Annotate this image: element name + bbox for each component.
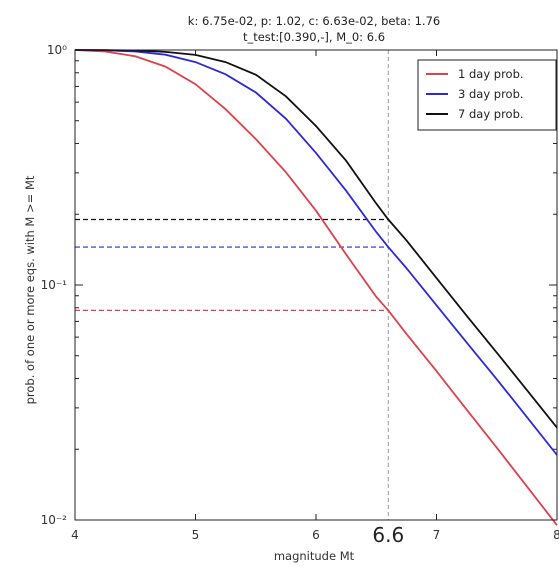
- legend: 1 day prob. 3 day prob. 7 day prob.: [417, 59, 557, 131]
- x-tick-label: 6: [312, 528, 320, 542]
- y-tick-label: 10⁰: [47, 43, 67, 57]
- series-line: [74, 49, 558, 526]
- y-tick-label: 10⁻²: [41, 513, 68, 527]
- y-tick-label: 10⁻¹: [41, 278, 68, 292]
- x-tick-label: 7: [433, 528, 441, 542]
- legend-label: 3 day prob.: [458, 87, 524, 101]
- x-tick-label: 4: [71, 528, 79, 542]
- series-line: [74, 49, 558, 429]
- x-tick-label: 8: [553, 528, 559, 542]
- series-line: [74, 49, 558, 456]
- chart-title-line-2: t_test:[0.390,-], M_0: 6.6: [243, 30, 385, 44]
- legend-label: 7 day prob.: [458, 107, 524, 121]
- marked-magnitude-label: 6.6: [372, 523, 404, 547]
- legend-label: 1 day prob.: [458, 67, 524, 81]
- chart-title-line-1: k: 6.75e-02, p: 1.02, c: 6.63e-02, beta:…: [188, 14, 440, 28]
- y-axis-label: prob. of one or more eqs. with M >= Mt: [23, 175, 37, 404]
- x-tick-label: 5: [192, 528, 200, 542]
- x-axis-label: magnitude Mt: [274, 549, 355, 563]
